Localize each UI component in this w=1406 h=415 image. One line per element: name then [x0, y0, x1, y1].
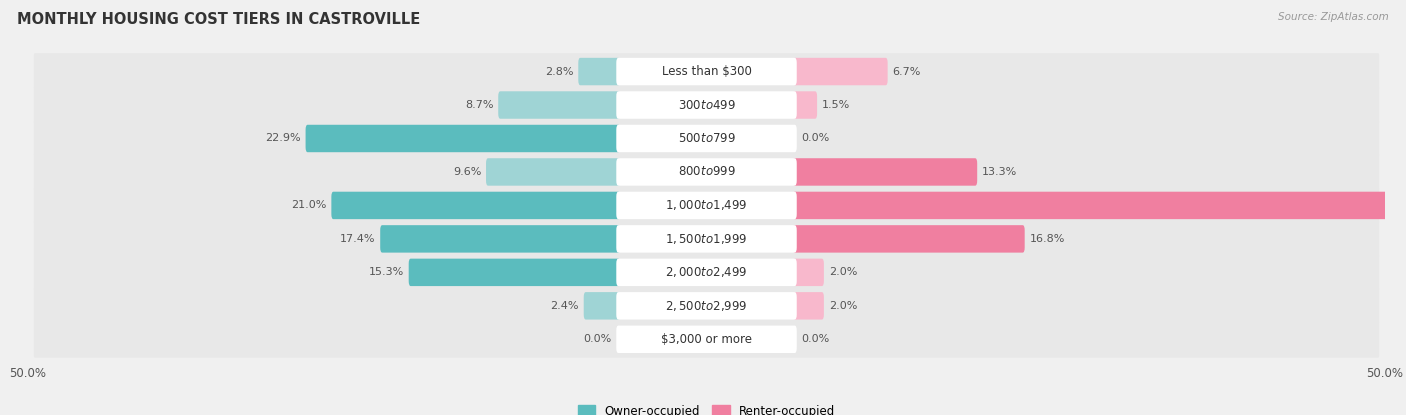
FancyBboxPatch shape	[616, 91, 797, 119]
FancyBboxPatch shape	[498, 91, 620, 119]
Text: 15.3%: 15.3%	[368, 267, 404, 277]
Text: 1.5%: 1.5%	[823, 100, 851, 110]
Text: 2.0%: 2.0%	[828, 267, 858, 277]
FancyBboxPatch shape	[34, 87, 1379, 123]
FancyBboxPatch shape	[34, 288, 1379, 324]
FancyBboxPatch shape	[793, 58, 887, 85]
FancyBboxPatch shape	[616, 125, 797, 152]
Text: $3,000 or more: $3,000 or more	[661, 333, 752, 346]
Text: 9.6%: 9.6%	[453, 167, 481, 177]
FancyBboxPatch shape	[616, 192, 797, 219]
Text: 0.0%: 0.0%	[801, 134, 830, 144]
FancyBboxPatch shape	[616, 326, 797, 353]
Legend: Owner-occupied, Renter-occupied: Owner-occupied, Renter-occupied	[572, 399, 841, 415]
FancyBboxPatch shape	[332, 192, 620, 219]
Text: $2,000 to $2,499: $2,000 to $2,499	[665, 265, 748, 279]
Text: 0.0%: 0.0%	[801, 334, 830, 344]
FancyBboxPatch shape	[34, 187, 1379, 224]
FancyBboxPatch shape	[616, 259, 797, 286]
Text: 17.4%: 17.4%	[340, 234, 375, 244]
FancyBboxPatch shape	[34, 154, 1379, 190]
Text: 22.9%: 22.9%	[266, 134, 301, 144]
Text: $800 to $999: $800 to $999	[678, 166, 735, 178]
FancyBboxPatch shape	[616, 58, 797, 85]
FancyBboxPatch shape	[793, 91, 817, 119]
FancyBboxPatch shape	[793, 158, 977, 186]
Text: 6.7%: 6.7%	[893, 66, 921, 76]
FancyBboxPatch shape	[34, 120, 1379, 157]
Text: $500 to $799: $500 to $799	[678, 132, 735, 145]
Text: 13.3%: 13.3%	[981, 167, 1017, 177]
FancyBboxPatch shape	[616, 292, 797, 320]
FancyBboxPatch shape	[583, 292, 620, 320]
FancyBboxPatch shape	[34, 53, 1379, 90]
Text: 2.4%: 2.4%	[551, 301, 579, 311]
FancyBboxPatch shape	[380, 225, 620, 253]
Text: 16.8%: 16.8%	[1029, 234, 1064, 244]
Text: $2,500 to $2,999: $2,500 to $2,999	[665, 299, 748, 313]
Text: 2.8%: 2.8%	[546, 66, 574, 76]
Text: 2.0%: 2.0%	[828, 301, 858, 311]
FancyBboxPatch shape	[578, 58, 620, 85]
Text: 0.0%: 0.0%	[583, 334, 612, 344]
FancyBboxPatch shape	[34, 220, 1379, 257]
FancyBboxPatch shape	[616, 158, 797, 186]
FancyBboxPatch shape	[793, 192, 1406, 219]
Text: Source: ZipAtlas.com: Source: ZipAtlas.com	[1278, 12, 1389, 22]
FancyBboxPatch shape	[793, 225, 1025, 253]
FancyBboxPatch shape	[793, 259, 824, 286]
Text: 21.0%: 21.0%	[291, 200, 326, 210]
FancyBboxPatch shape	[305, 125, 620, 152]
FancyBboxPatch shape	[486, 158, 620, 186]
FancyBboxPatch shape	[34, 321, 1379, 358]
Text: 8.7%: 8.7%	[465, 100, 494, 110]
Text: $1,000 to $1,499: $1,000 to $1,499	[665, 198, 748, 212]
FancyBboxPatch shape	[34, 254, 1379, 291]
FancyBboxPatch shape	[793, 292, 824, 320]
FancyBboxPatch shape	[409, 259, 620, 286]
Text: MONTHLY HOUSING COST TIERS IN CASTROVILLE: MONTHLY HOUSING COST TIERS IN CASTROVILL…	[17, 12, 420, 27]
Text: $1,500 to $1,999: $1,500 to $1,999	[665, 232, 748, 246]
FancyBboxPatch shape	[616, 225, 797, 253]
Text: $300 to $499: $300 to $499	[678, 98, 735, 112]
Text: Less than $300: Less than $300	[662, 65, 751, 78]
